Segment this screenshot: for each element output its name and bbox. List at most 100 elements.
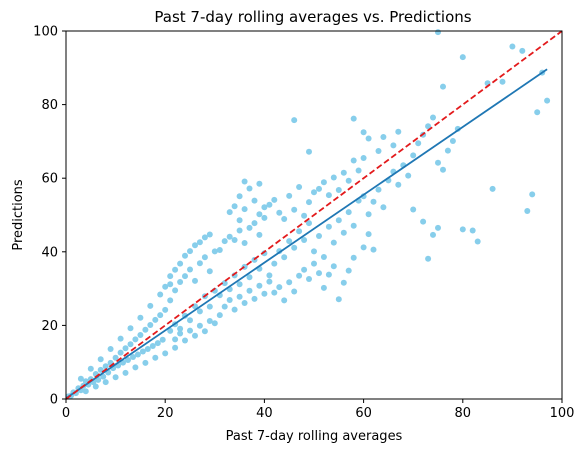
scatter-point: [281, 254, 288, 261]
scatter-point: [340, 279, 347, 286]
x-tick-label: 20: [157, 406, 174, 421]
scatter-point: [330, 174, 337, 181]
scatter-point: [187, 266, 193, 273]
scatter-point: [340, 229, 347, 236]
scatter-point: [221, 303, 228, 310]
plot-frame: [65, 30, 563, 400]
scatter-point: [271, 289, 278, 296]
scatter-point: [167, 273, 174, 280]
scatter-point: [132, 364, 139, 371]
x-tick-label: 60: [355, 406, 372, 421]
scatter-point: [241, 300, 248, 306]
scatter-point: [82, 388, 89, 395]
scatter-point: [172, 287, 179, 294]
scatter-point: [410, 152, 417, 159]
scatter-point: [177, 279, 184, 285]
scatter-point: [246, 224, 253, 231]
scatter-point: [474, 238, 481, 245]
scatter-point: [320, 284, 327, 291]
scatter-point: [192, 242, 198, 249]
x-tick-label: 100: [550, 406, 575, 421]
y-axis-ticks: 0 20 40 60 80 100: [33, 25, 66, 408]
scatter-point: [261, 290, 268, 297]
scatter-point: [102, 363, 109, 370]
scatter-point: [95, 376, 102, 383]
scatter-point: [365, 211, 372, 218]
scatter-point: [489, 185, 496, 192]
scatter-point: [187, 248, 193, 255]
scatter-point: [192, 277, 198, 284]
scatter-point: [266, 278, 273, 285]
scatter-point: [469, 227, 476, 234]
scatter-point: [92, 383, 99, 390]
scatter-point: [236, 293, 243, 300]
scatter-point: [316, 233, 322, 239]
scatter-point: [544, 97, 551, 104]
scatter-point: [276, 284, 283, 291]
scatter-point: [345, 177, 352, 184]
scatter-point: [306, 220, 312, 227]
scatter-point: [100, 373, 107, 380]
scatter-point: [350, 222, 357, 229]
scatter-point: [365, 231, 372, 238]
scatter-point: [335, 187, 342, 193]
scatter-point: [320, 179, 327, 186]
scatter-point: [226, 233, 233, 240]
scatter-point: [444, 147, 451, 154]
scatter-point: [395, 128, 402, 135]
scatter-point: [449, 138, 456, 144]
scatter-point: [97, 356, 104, 363]
scatter-point: [459, 54, 466, 61]
scatter-point: [127, 325, 134, 332]
scatter-point: [291, 244, 298, 251]
scatter-point: [350, 115, 357, 122]
scatter-point: [345, 209, 352, 216]
scatter-point: [325, 192, 332, 199]
trend-lines: [65, 30, 563, 400]
scatter-point: [355, 167, 362, 174]
scatter-point: [125, 357, 131, 363]
scatter-point: [241, 206, 248, 213]
scatter-point: [261, 204, 268, 211]
scatter-point: [306, 276, 312, 282]
scatter-point: [459, 226, 466, 233]
scatter-point: [102, 379, 109, 386]
scatter-point: [134, 351, 141, 358]
scatter-point: [370, 246, 377, 253]
x-tick-label: 80: [455, 406, 472, 421]
scatter-point: [261, 214, 268, 221]
scatter-point: [144, 346, 151, 352]
scatter-point: [236, 281, 243, 288]
scatter-point: [192, 332, 198, 339]
scatter-point: [316, 270, 322, 277]
scatter-point: [286, 238, 293, 245]
scatter-point: [177, 330, 184, 337]
scatter-point: [241, 240, 248, 246]
scatter-point: [162, 350, 169, 357]
scatter-points: [65, 29, 551, 400]
scatter-point: [519, 47, 526, 54]
scatter-point: [529, 191, 536, 198]
scatter-point: [330, 239, 337, 246]
scatter-point: [147, 322, 154, 328]
scatter-point: [216, 312, 223, 319]
scatter-point: [216, 247, 223, 253]
scatter-point: [380, 134, 387, 140]
scatter-point: [311, 248, 317, 255]
scatter-point: [206, 268, 213, 275]
scatter-point: [154, 340, 161, 347]
scatter-point: [316, 185, 322, 192]
scatter-point: [117, 335, 124, 342]
scatter-point: [231, 203, 238, 210]
scatter-point: [231, 306, 238, 313]
scatter-point: [420, 218, 427, 225]
scatter-point: [182, 252, 188, 259]
scatter-point: [301, 237, 308, 243]
scatter-point: [206, 303, 213, 310]
scatter-point: [112, 374, 119, 381]
scatter-point: [159, 336, 166, 343]
scatter-point: [435, 29, 441, 36]
scatter-point: [271, 196, 278, 203]
scatter-point: [311, 260, 317, 267]
